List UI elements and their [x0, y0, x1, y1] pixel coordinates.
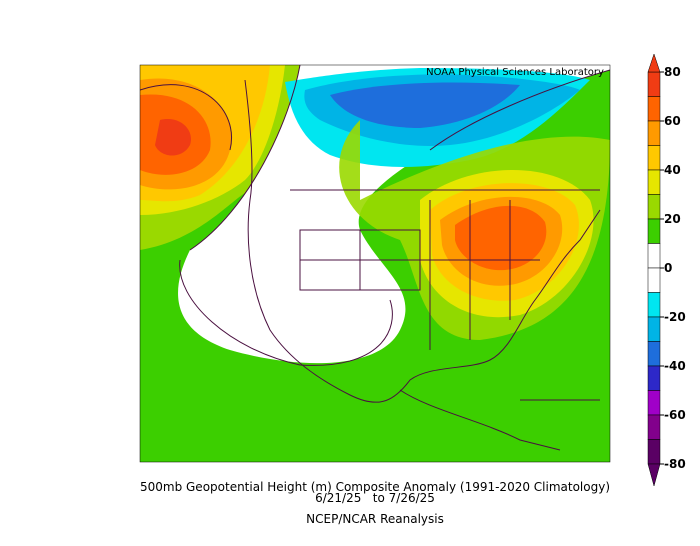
- source: NCEP/NCAR Reanalysis: [306, 512, 444, 526]
- colorbar-segment: [647, 316, 661, 342]
- colorbar-tick-label: -80: [664, 457, 686, 471]
- coastlines: [244, 79, 601, 451]
- colorbar-tick-label: 60: [664, 114, 681, 128]
- colorbar-tick-label: -60: [664, 408, 686, 422]
- colorbar-segment: [647, 341, 661, 367]
- colorbar-segment: [647, 71, 661, 97]
- colorbar-segment: [647, 145, 661, 171]
- dates: 6/21/25 to 7/26/25: [315, 491, 435, 505]
- colorbar-segment: [647, 390, 661, 416]
- colorbar-segment: [647, 120, 661, 146]
- title: 500mb Geopotential Height (m) Composite …: [140, 480, 610, 494]
- colorbar-bottom: [647, 463, 661, 487]
- colorbar-segment: [647, 267, 661, 293]
- colorbar-tick-label: 20: [664, 212, 681, 226]
- colorbar-tick-label: 40: [664, 163, 681, 177]
- colorbar-segment: [647, 243, 661, 269]
- colorbar-tick-label: -40: [664, 359, 686, 373]
- colorbar-segment: [647, 292, 661, 318]
- colorbar-tick-label: -20: [664, 310, 686, 324]
- colorbar-tick-label: 80: [664, 65, 681, 79]
- colorbar-segment: [647, 96, 661, 122]
- colorbar-top: [647, 53, 661, 73]
- colorbar-segment: [647, 439, 661, 465]
- anomaly-field: [140, 65, 610, 462]
- colorbar-segment: [647, 194, 661, 220]
- colorbar-segment: [647, 169, 661, 195]
- colorbar-segment: [647, 218, 661, 244]
- colorbar-segment: [647, 414, 661, 440]
- colorbar: 80 60 40 20 0 -20 -40 -60 -80: [647, 53, 686, 487]
- colorbar-segment: [647, 365, 661, 391]
- lab-label: NOAA Physical Sciences Laboratory: [426, 67, 604, 78]
- colorbar-tick-label: 0: [664, 261, 672, 275]
